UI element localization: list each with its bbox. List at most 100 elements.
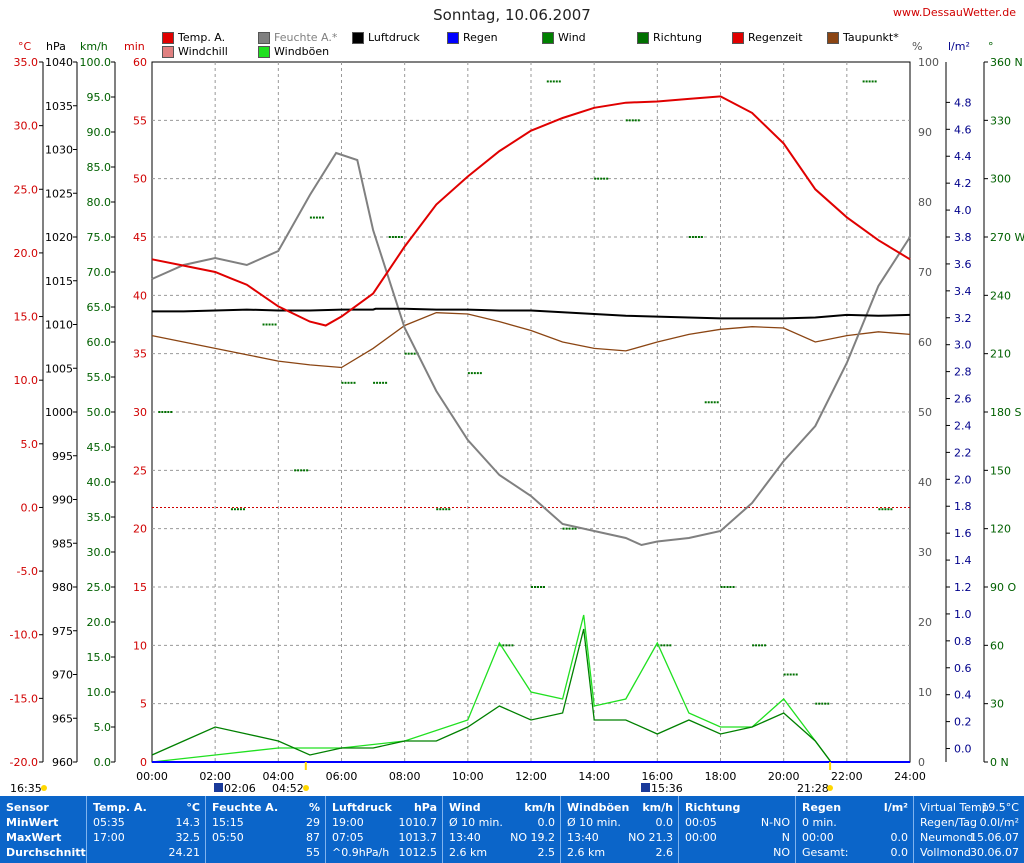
direction-point (691, 236, 694, 238)
wind-tick-label: 55.0 (87, 371, 112, 384)
pressure-tick-label: 1020 (45, 231, 73, 244)
site-link[interactable]: www.DessauWetter.de (892, 6, 1016, 19)
stats-cell-value: 1013.7 (398, 831, 438, 844)
wind-tick-label: 95.0 (87, 91, 112, 104)
direction-point (824, 702, 827, 705)
time-tick-label: 12:00 (515, 770, 547, 783)
rain-tick-label: 2.2 (954, 446, 972, 459)
direction-point (697, 236, 700, 238)
direction-point (400, 236, 403, 238)
legend-swatch (352, 31, 364, 44)
stats-column: Richtung 00:05 N-NO 00:00 N NO (678, 796, 796, 863)
stats-cell-label: Neumond (920, 831, 974, 844)
stats-header-title: Wind (449, 801, 481, 814)
rain-tick-label: 1.4 (954, 554, 972, 567)
stats-header-title: Regen (802, 801, 842, 814)
legend-swatch (827, 31, 839, 44)
legend-swatch (447, 31, 459, 44)
direction-point (881, 508, 884, 511)
direction-tick-label: 330 (990, 114, 1011, 127)
stats-cell-label: 13:40 (567, 831, 599, 844)
direction-point (407, 352, 410, 355)
stats-cell-value: NO 19.2 (510, 831, 555, 844)
time-tick-label: 24:00 (894, 770, 926, 783)
direction-point (167, 411, 170, 413)
stats-cell-label: 2.6 km (449, 846, 488, 859)
wind-tick-label: 40.0 (87, 476, 112, 489)
stats-cell-label: Durchschnitt (6, 846, 86, 859)
legend-item-0: Temp. A. (162, 31, 225, 44)
minutes-tick-label: 0 (140, 756, 147, 769)
direction-point (862, 80, 865, 83)
percent-tick-label: 40 (918, 476, 932, 489)
stats-cell-value: 55 (306, 846, 320, 859)
percent-tick-label: 100 (918, 56, 939, 69)
direction-point (568, 527, 571, 530)
minutes-tick-label: 5 (140, 698, 147, 711)
stats-header-unit: km/h (642, 801, 673, 814)
direction-point (410, 352, 413, 355)
stats-row: 13:40 NO 19.2 (443, 830, 561, 845)
legend-item-9: Taupunkt* (827, 31, 899, 44)
pressure-tick-label: 985 (52, 537, 73, 550)
direction-tick-label: 210 (990, 348, 1011, 361)
percent-tick-label: 30 (918, 546, 932, 559)
direction-point (818, 702, 821, 705)
stats-row: Neumond 15.06.07 (914, 830, 1024, 845)
direction-point (274, 323, 277, 326)
stats-row: 05:50 87 (206, 830, 326, 845)
sun-icon (41, 785, 47, 791)
direction-point (700, 236, 703, 238)
direction-point (628, 119, 631, 122)
sunrise-icon (303, 785, 309, 791)
direction-point (470, 372, 473, 375)
rain-tick-label: 0.2 (954, 716, 972, 729)
minutes-tick-label: 15 (133, 581, 147, 594)
direction-tick-label: 180 S (990, 406, 1021, 419)
direction-tick-label: 150 (990, 464, 1011, 477)
direction-point (239, 508, 242, 511)
direction-point (884, 508, 887, 511)
wind-tick-label: 100.0 (80, 56, 112, 69)
stats-cell-label: 00:05 (685, 816, 717, 829)
stats-cell-value: 1010.7 (398, 816, 438, 829)
time-tick-label: 08:00 (389, 770, 421, 783)
direction-tick-label: 300 (990, 173, 1011, 186)
rain-tick-label: 0.6 (954, 662, 972, 675)
temp-tick-label: 10.0 (14, 374, 39, 387)
direction-point (388, 236, 391, 238)
pressure-unit: hPa (46, 40, 66, 53)
direction-point (874, 80, 877, 83)
wind-tick-label: 10.0 (87, 686, 112, 699)
direction-point (473, 372, 476, 375)
stats-header: Feuchte A.% (206, 800, 326, 815)
direction-point (170, 411, 173, 413)
direction-point (865, 80, 868, 83)
direction-point (562, 527, 565, 530)
prev-day-time: 16:35 (10, 782, 42, 795)
wind-tick-label: 90.0 (87, 126, 112, 139)
temp-tick-label: -15.0 (10, 692, 38, 705)
direction-point (448, 508, 451, 511)
legend-swatch (637, 31, 649, 44)
rain-tick-label: 3.0 (954, 339, 972, 352)
stats-cell-label: Regen/Tag (920, 816, 977, 829)
series-line-windb-en (151, 614, 910, 763)
stats-row: MaxWert (0, 830, 86, 845)
direction-point (511, 644, 514, 647)
stats-cell-value: 0.0 (655, 816, 674, 829)
direction-point (890, 508, 893, 511)
rain-tick-label: 3.2 (954, 312, 972, 325)
rain-tick-label: 3.6 (954, 258, 972, 271)
direction-point (233, 508, 236, 511)
direction-point (391, 236, 394, 238)
direction-point (537, 586, 539, 588)
direction-point (436, 508, 439, 511)
rain-tick-label: 2.0 (954, 473, 972, 486)
wind-tick-label: 50.0 (87, 406, 112, 419)
stats-header: Windböen km/h (561, 800, 679, 815)
pressure-tick-label: 960 (52, 756, 73, 769)
time-tick-label: 16:00 (641, 770, 673, 783)
direction-point (726, 586, 729, 588)
stats-row: 15:15 29 (206, 815, 326, 830)
